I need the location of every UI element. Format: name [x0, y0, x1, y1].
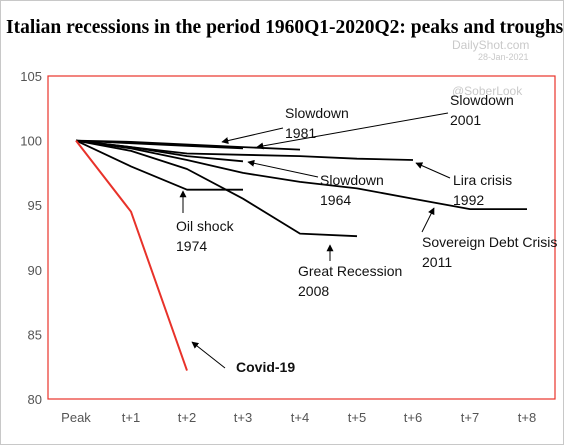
series-line-great-recession-2008: [75, 139, 358, 238]
annotation-label: 1964: [320, 192, 351, 208]
y-tick-label: 95: [28, 198, 42, 213]
annotation-label: Great Recession: [298, 263, 402, 279]
y-tick-label: 90: [28, 263, 42, 278]
x-tick-label: t+3: [234, 410, 252, 425]
annotation-label: Lira crisis: [453, 172, 512, 188]
annotation-arrow: [415, 162, 451, 179]
y-tick-label: 80: [28, 392, 42, 407]
x-tick-label: t+8: [518, 410, 536, 425]
annotation-label: 1992: [453, 192, 484, 208]
annotation-label: Covid-19: [236, 359, 295, 375]
annotation-label: Oil shock: [176, 218, 235, 234]
x-tick-label: t+7: [461, 410, 479, 425]
series-line-sovereign-debt-crisis-2011: [75, 139, 527, 211]
y-tick-label: 85: [28, 327, 42, 342]
x-tick-label: t+6: [404, 410, 422, 425]
series-line-covid-19: [75, 139, 188, 371]
watermark-handle: @SoberLook: [452, 84, 523, 98]
annotation-arrow: [247, 159, 319, 178]
annotation-arrow: [256, 112, 449, 150]
plot-area-border: [47, 75, 556, 400]
annotation-arrow: [191, 341, 226, 369]
x-tick-label: Peak: [61, 410, 91, 425]
annotation-label: 2001: [450, 112, 481, 128]
x-tick-label: t+2: [178, 410, 196, 425]
x-tick-label: t+5: [348, 410, 366, 425]
series-line-slowdown-2001: [75, 139, 244, 150]
x-tick-label: t+4: [291, 410, 309, 425]
watermark-date: 28-Jan-2021: [478, 52, 529, 62]
annotation-label: 2008: [298, 283, 329, 299]
annotation-label: Slowdown: [320, 172, 384, 188]
series-line-oil-shock-1974: [75, 139, 243, 191]
annotation-label: Sovereign Debt Crisis: [422, 234, 557, 250]
chart-title: Italian recessions in the period 1960Q1-…: [6, 17, 564, 38]
annotation-arrow: [221, 127, 284, 145]
watermark-brand: DailyShot.com: [452, 38, 530, 52]
annotation-label: 1974: [176, 238, 207, 254]
annotation-label: Slowdown: [285, 105, 349, 121]
annotation-label: Slowdown: [450, 92, 514, 108]
y-tick-label: 100: [20, 134, 42, 149]
annotation-label: 2011: [422, 254, 452, 270]
x-tick-label: t+1: [122, 410, 140, 425]
y-tick-label: 105: [20, 69, 42, 84]
annotation-arrow: [421, 207, 435, 233]
series-line-lira-crisis-1992: [75, 139, 414, 161]
annotation-label: 1981: [285, 125, 316, 141]
